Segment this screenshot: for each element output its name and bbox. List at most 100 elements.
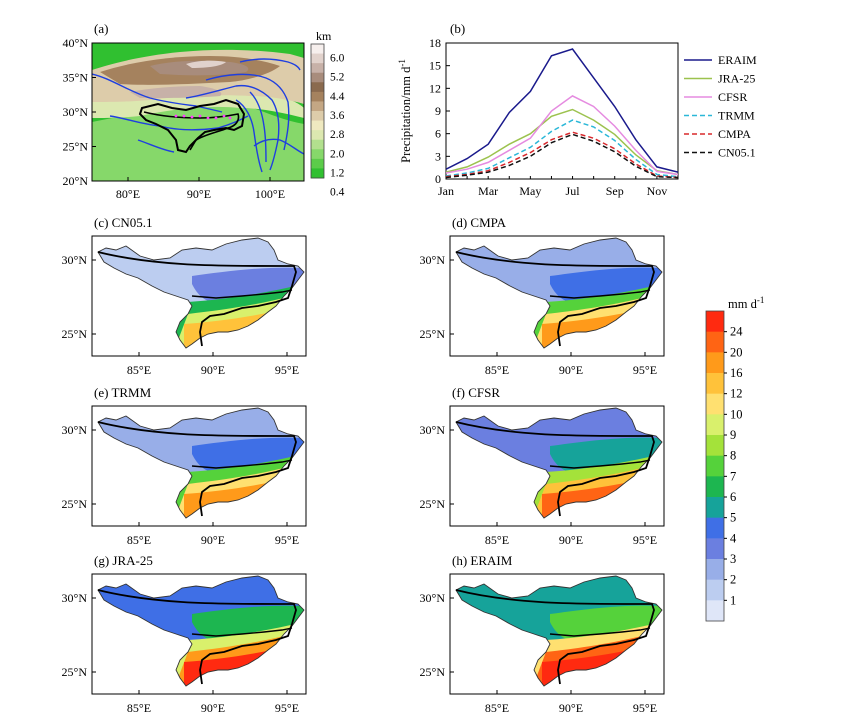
- colorbar-unit: mm d-1: [728, 295, 764, 311]
- colorbar-swatch: [706, 414, 724, 436]
- terrain-colorbar-tick: 3.6: [330, 110, 345, 122]
- precip-field: [456, 576, 662, 686]
- terrain-colorbar-swatch: [311, 53, 324, 64]
- colorbar-tick-label: 6: [730, 490, 736, 504]
- river-yarlung: [143, 111, 240, 151]
- legend-label: TRMM: [718, 109, 755, 123]
- colorbar-swatch: [706, 538, 724, 560]
- colorbar-swatch: [706, 311, 724, 333]
- terrain-colorbar-swatch: [311, 82, 324, 93]
- x-tick-label: Nov: [647, 184, 668, 198]
- lon-tick-label: 90°E: [187, 187, 211, 201]
- river-network: [92, 58, 304, 173]
- terrain-shading: [92, 43, 304, 181]
- map-lon-tick-label: 85°E: [127, 363, 151, 377]
- colorbar-swatch: [706, 331, 724, 353]
- panel-b-label: (b): [450, 21, 465, 36]
- panel-a-lat-ticks: 40°N 35°N 30°N 25°N 20°N: [63, 36, 96, 188]
- map-lat-tick-label: 30°N: [420, 591, 446, 605]
- basin-outline: [97, 407, 305, 519]
- terrain-colorbar-swatch: [311, 130, 324, 141]
- terrain-colorbar-swatch: [311, 111, 324, 121]
- map-lon-tick-label: 95°E: [275, 701, 299, 715]
- map-panel-e: (e) TRMM 30°N 25°N 85°E 90°E 95°E: [62, 385, 307, 547]
- main-river: [455, 421, 655, 517]
- station-markers: [174, 114, 232, 120]
- y-tick-label: 0: [435, 172, 441, 186]
- x-tick-label: Mar: [478, 184, 498, 198]
- precip-field: [98, 238, 304, 348]
- map-lat-tick-label: 25°N: [62, 665, 88, 679]
- map-lat-tick-label: 25°N: [62, 327, 88, 341]
- panel-a-terrain-map: (a) 40°N 35°N 30°N 25°N 20°N 80°E 90°E 100°E k…: [63, 21, 345, 201]
- legend-label: CN05.1: [718, 146, 756, 160]
- series-line-jra25: [446, 108, 678, 176]
- y-tick-label: 18: [429, 36, 441, 50]
- map-panel-d: (d) CMPA 30°N 25°N 85°E 90°E 95°E: [420, 215, 665, 377]
- map-lon-tick-label: 95°E: [275, 533, 299, 547]
- precip-field: [98, 576, 304, 686]
- lat-tick-label: 20°N: [63, 174, 89, 188]
- colorbar-tick-label: 20: [730, 345, 743, 359]
- tributary-river: [549, 289, 651, 299]
- terrain-colorbar-swatch: [311, 139, 324, 150]
- colorbar-swatch: [706, 373, 724, 395]
- map-frame: [91, 235, 307, 357]
- terrain-colorbar-swatch: [311, 149, 324, 160]
- x-tick-label: Jan: [438, 184, 454, 198]
- map-lat-tick-label: 30°N: [420, 253, 446, 267]
- terrain-colorbar-swatch: [311, 63, 324, 74]
- colorbar-swatch: [706, 497, 724, 519]
- map-lat-tick-label: 25°N: [420, 665, 446, 679]
- map-lon-tick-label: 90°E: [559, 363, 583, 377]
- series-line-trmm: [446, 119, 678, 178]
- map-lon-tick-label: 85°E: [127, 533, 151, 547]
- terrain-colorbar-frame: [310, 43, 325, 179]
- terrain-colorbar-tick: 0.4: [330, 187, 345, 199]
- terrain-band-7: [186, 60, 226, 68]
- terrain-colorbar-tick: 5.2: [330, 72, 345, 84]
- tributary-river: [549, 459, 651, 469]
- terrain-colorbar: km 6.0 5.2 4.4 3.6 2.8 2.0 1.2 0.4: [310, 29, 345, 199]
- lon-tick-label: 100°E: [255, 187, 285, 201]
- terrain-colorbar-tick: 2.0: [330, 148, 345, 160]
- lat-tick-label: 30°N: [63, 105, 89, 119]
- map-lon-tick-label: 95°E: [633, 533, 657, 547]
- map-lon-tick-label: 85°E: [485, 363, 509, 377]
- terrain-colorbar-tick: 2.8: [330, 129, 345, 141]
- map-lon-tick-label: 95°E: [275, 363, 299, 377]
- map-panel-c: (c) CN05.1 30°N 25°N 85°E 90°E 95°E: [62, 215, 307, 377]
- terrain-band-5: [150, 60, 249, 76]
- x-tick-label: Jul: [566, 184, 581, 198]
- map-lon-tick-label: 90°E: [559, 533, 583, 547]
- map-label: (c) CN05.1: [94, 215, 153, 230]
- terrain-colorbar-swatch: [311, 158, 324, 169]
- basin-outline: [97, 575, 305, 687]
- precipitation-maps: (c) CN05.1 30°N 25°N 85°E 90°E 95°E (d) CMPA 30…: [62, 215, 665, 715]
- map-panel-g: (g) JRA-25 30°N 25°N 85°E 90°E 95°E: [62, 553, 307, 715]
- colorbar-frame: [705, 310, 725, 622]
- panel-a-label: (a): [94, 21, 108, 36]
- map-lon-tick-label: 90°E: [201, 363, 225, 377]
- legend-label: JRA-25: [718, 72, 755, 86]
- legend-label: ERAIM: [718, 53, 757, 67]
- colorbar-tick-label: 5: [730, 511, 736, 525]
- map-lat-tick-label: 30°N: [62, 423, 88, 437]
- colorbar-tick-label: 16: [730, 366, 743, 380]
- colorbar-tick-label: 24: [730, 325, 743, 339]
- terrain-colorbar-swatch: [311, 72, 324, 83]
- map-lon-tick-label: 90°E: [559, 701, 583, 715]
- precipitation-colorbar: mm d-1 24 20 16 12 10 9 8 7 6 5 4 3 2 1: [705, 295, 764, 622]
- colorbar-tick-label: 1: [730, 593, 736, 607]
- colorbar-swatch: [706, 559, 724, 581]
- colorbar-swatch: [706, 579, 724, 601]
- map-panel-f: (f) CFSR 30°N 25°N 85°E 90°E 95°E: [420, 385, 665, 547]
- terrain-band-1: [92, 102, 304, 181]
- terrain-colorbar-tick: 1.2: [330, 167, 345, 179]
- main-river: [97, 589, 297, 685]
- x-tick-label: Sep: [606, 184, 624, 198]
- lat-tick-label: 25°N: [63, 140, 89, 154]
- terrain-colorbar-swatch: [311, 91, 324, 102]
- terrain-colorbar-tick: 4.4: [330, 91, 345, 103]
- map-lon-tick-label: 95°E: [633, 701, 657, 715]
